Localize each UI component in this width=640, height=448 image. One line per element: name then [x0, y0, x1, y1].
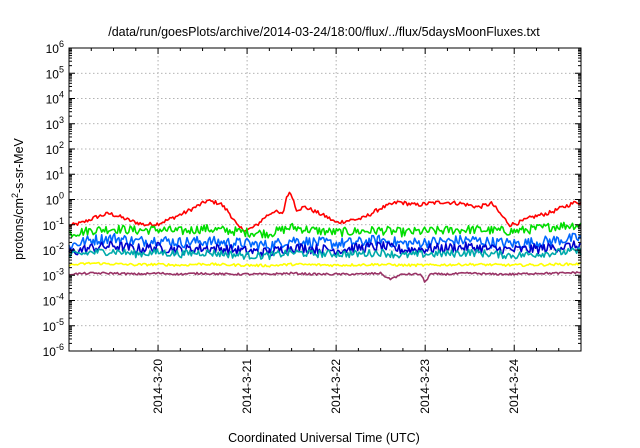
y-axis-label-suffix: -s-sr-MeV: [12, 137, 26, 193]
x-tick-label: 2014-3-23: [418, 359, 432, 414]
y-tick-base: 10: [43, 345, 57, 359]
x-tick-label: 2014-3-20: [151, 359, 165, 414]
series-line: [68, 191, 582, 232]
y-tick-label: 106: [46, 39, 64, 56]
series-line: [68, 271, 582, 283]
y-tick-exponent: 3: [59, 115, 64, 125]
y-tick-exponent: 6: [59, 39, 64, 49]
y-tick-label: 102: [46, 140, 64, 157]
y-tick-label: 104: [46, 90, 64, 107]
y-tick-label: 10-3: [43, 266, 64, 283]
x-axis-label: Coordinated Universal Time (UTC): [228, 431, 420, 445]
y-tick-base: 10: [43, 295, 57, 309]
y-tick-exponent: 0: [59, 191, 64, 201]
series-line: [68, 221, 582, 239]
y-tick-base: 10: [46, 143, 60, 157]
y-tick-base: 10: [46, 194, 60, 208]
y-tick-labels: 10-610-510-410-310-210-11001011021031041…: [43, 39, 64, 359]
x-tick-label: 2014-3-21: [240, 359, 254, 414]
y-tick-label: 10-1: [43, 216, 64, 233]
y-tick-base: 10: [46, 42, 60, 56]
x-tick-label: 2014-3-24: [507, 359, 521, 414]
y-tick-exponent: 5: [59, 64, 64, 74]
y-tick-base: 10: [43, 320, 57, 334]
y-axis-label-prefix: protons/cm: [12, 198, 26, 260]
y-tick-exponent: 2: [59, 140, 64, 150]
y-axis-label: protons/cm2-s-sr-MeV: [10, 137, 26, 259]
y-tick-base: 10: [46, 168, 60, 182]
y-tick-label: 10-2: [43, 241, 64, 258]
y-tick-label: 100: [46, 191, 64, 208]
y-tick-exponent: -4: [56, 292, 64, 302]
y-tick-label: 10-6: [43, 342, 64, 359]
series-line: [68, 240, 582, 258]
series-line: [68, 247, 582, 261]
y-tick-exponent: 1: [59, 165, 64, 175]
y-tick-label: 101: [46, 165, 64, 182]
x-tick-label: 2014-3-22: [329, 359, 343, 414]
y-tick-exponent: -6: [56, 342, 64, 352]
y-tick-base: 10: [43, 219, 57, 233]
y-axis-label-superscript: 2: [10, 193, 20, 198]
y-tick-base: 10: [43, 244, 57, 258]
y-tick-label: 105: [46, 64, 64, 81]
y-tick-exponent: 4: [59, 90, 64, 100]
y-tick-label: 10-4: [43, 292, 64, 309]
y-tick-label: 10-5: [43, 317, 64, 334]
y-tick-exponent: -2: [56, 241, 64, 251]
y-tick-base: 10: [46, 67, 60, 81]
y-tick-label: 103: [46, 115, 64, 132]
y-tick-base: 10: [46, 118, 60, 132]
x-tick-labels: 2014-3-20 2014-3-21 2014-3-22 2014-3-23 2014…: [151, 359, 521, 414]
plot-frame: [68, 47, 582, 352]
y-tick-exponent: -1: [56, 216, 64, 226]
series-line: [68, 261, 582, 268]
series-group: [68, 191, 582, 283]
y-tick-exponent: -5: [56, 317, 64, 327]
y-tick-exponent: -3: [56, 266, 64, 276]
chart-title: /data/run/goesPlots/archive/2014-03-24/1…: [108, 25, 540, 39]
y-tick-base: 10: [46, 93, 60, 107]
y-tick-base: 10: [43, 269, 57, 283]
